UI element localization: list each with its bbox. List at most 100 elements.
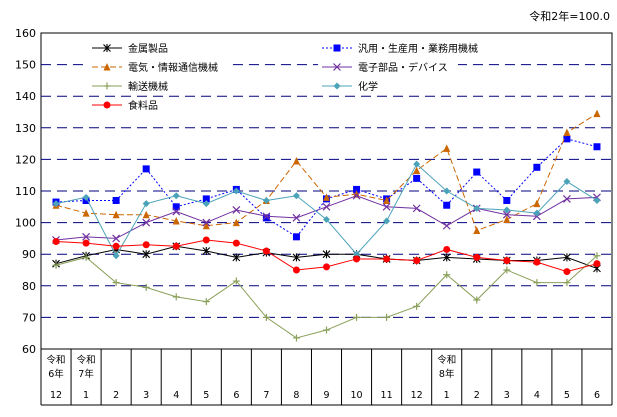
x-tick-label: 3 bbox=[504, 390, 510, 401]
data-point bbox=[292, 266, 300, 274]
legend-marker bbox=[333, 63, 341, 71]
data-point bbox=[292, 213, 301, 222]
data-point bbox=[112, 210, 120, 219]
x-tick-label: 7 bbox=[263, 390, 269, 401]
data-point bbox=[503, 196, 511, 204]
data-point bbox=[503, 257, 511, 265]
data-point bbox=[382, 202, 391, 211]
data-point bbox=[413, 166, 421, 174]
data-point bbox=[172, 203, 180, 211]
y-tick-label: 140 bbox=[15, 90, 36, 103]
y-axis: 60 70 80 90 100 110 120 130 140 150 160 bbox=[15, 27, 36, 356]
data-point bbox=[352, 191, 361, 200]
legend-label: 金属製品 bbox=[128, 42, 168, 55]
x-tick-label: 12 bbox=[50, 390, 62, 401]
era-label-line2: 7年 bbox=[78, 368, 94, 380]
data-point bbox=[142, 283, 150, 291]
legend-item-background bbox=[318, 78, 388, 93]
data-point bbox=[52, 238, 60, 246]
data-point bbox=[232, 277, 240, 285]
data-point bbox=[443, 144, 451, 152]
y-tick-label: 60 bbox=[22, 343, 36, 356]
data-point bbox=[202, 218, 211, 227]
legend-item: 化学 bbox=[318, 78, 388, 93]
data-point bbox=[533, 258, 541, 266]
data-point bbox=[232, 187, 240, 195]
data-point bbox=[202, 236, 210, 244]
data-point bbox=[413, 174, 421, 182]
data-point bbox=[262, 313, 270, 321]
data-point bbox=[202, 298, 210, 306]
data-point bbox=[562, 194, 571, 203]
data-point bbox=[202, 221, 210, 230]
data-point bbox=[323, 263, 330, 271]
legend-item: 汎用・生産用・業務用機械 bbox=[318, 40, 488, 55]
legend-item-background bbox=[88, 78, 178, 93]
data-point bbox=[142, 250, 151, 259]
data-point bbox=[262, 212, 271, 221]
data-point bbox=[172, 217, 180, 225]
series-line bbox=[55, 163, 598, 257]
data-point bbox=[52, 261, 60, 269]
data-point bbox=[292, 334, 300, 342]
data-point bbox=[593, 252, 601, 260]
x-tick-label: 3 bbox=[143, 390, 149, 401]
legend-item-background bbox=[318, 59, 458, 74]
legend-label: 汎用・生産用・業務用機械 bbox=[358, 42, 478, 55]
series-6 bbox=[52, 160, 601, 260]
data-point bbox=[443, 187, 451, 195]
data-point bbox=[593, 196, 601, 204]
data-point bbox=[172, 192, 180, 200]
era-label-line1: 令和 bbox=[437, 354, 456, 366]
legend-item: 金属製品 bbox=[88, 40, 178, 55]
legend-marker bbox=[103, 101, 111, 109]
data-point bbox=[172, 242, 180, 250]
data-point bbox=[142, 165, 150, 173]
x-tick-label: 9 bbox=[323, 390, 329, 401]
data-point bbox=[443, 245, 451, 253]
era-label-line1: 令和 bbox=[47, 354, 66, 366]
data-point bbox=[82, 232, 91, 241]
x-tick-label: 10 bbox=[351, 390, 363, 401]
legend-item-background bbox=[88, 59, 228, 74]
data-point bbox=[232, 253, 241, 262]
x-tick-label: 8 bbox=[293, 390, 299, 401]
data-point bbox=[563, 128, 571, 137]
data-point bbox=[52, 200, 60, 208]
data-point bbox=[82, 193, 90, 201]
data-point bbox=[503, 215, 511, 223]
data-point bbox=[82, 239, 90, 247]
data-point bbox=[442, 221, 451, 230]
data-point bbox=[142, 210, 150, 219]
series-2 bbox=[52, 135, 601, 241]
data-point bbox=[202, 200, 210, 208]
data-point bbox=[473, 226, 481, 234]
data-point bbox=[262, 247, 270, 255]
series-group bbox=[52, 109, 601, 342]
x-tick-label: 4 bbox=[534, 390, 540, 401]
data-point bbox=[533, 199, 541, 208]
x-tick-label: 5 bbox=[564, 390, 570, 401]
x-tick-label: 4 bbox=[173, 390, 179, 401]
legend-item: 電子部品・デバイス bbox=[318, 59, 458, 74]
data-point bbox=[82, 253, 90, 261]
data-point bbox=[172, 207, 181, 216]
data-point bbox=[112, 234, 121, 243]
legend-label: 電気・情報通信機械 bbox=[128, 61, 218, 74]
series-line bbox=[55, 113, 598, 232]
data-point bbox=[232, 239, 240, 247]
data-point bbox=[112, 196, 120, 204]
data-point bbox=[383, 313, 391, 321]
data-point bbox=[232, 206, 241, 214]
legend-item: 食料品 bbox=[88, 97, 168, 112]
x-tick-label: 5 bbox=[203, 390, 209, 401]
y-tick-label: 110 bbox=[15, 185, 36, 198]
data-point bbox=[533, 209, 541, 217]
data-point bbox=[202, 195, 210, 203]
data-point bbox=[473, 204, 481, 212]
data-point bbox=[142, 218, 151, 227]
data-point bbox=[563, 253, 571, 262]
